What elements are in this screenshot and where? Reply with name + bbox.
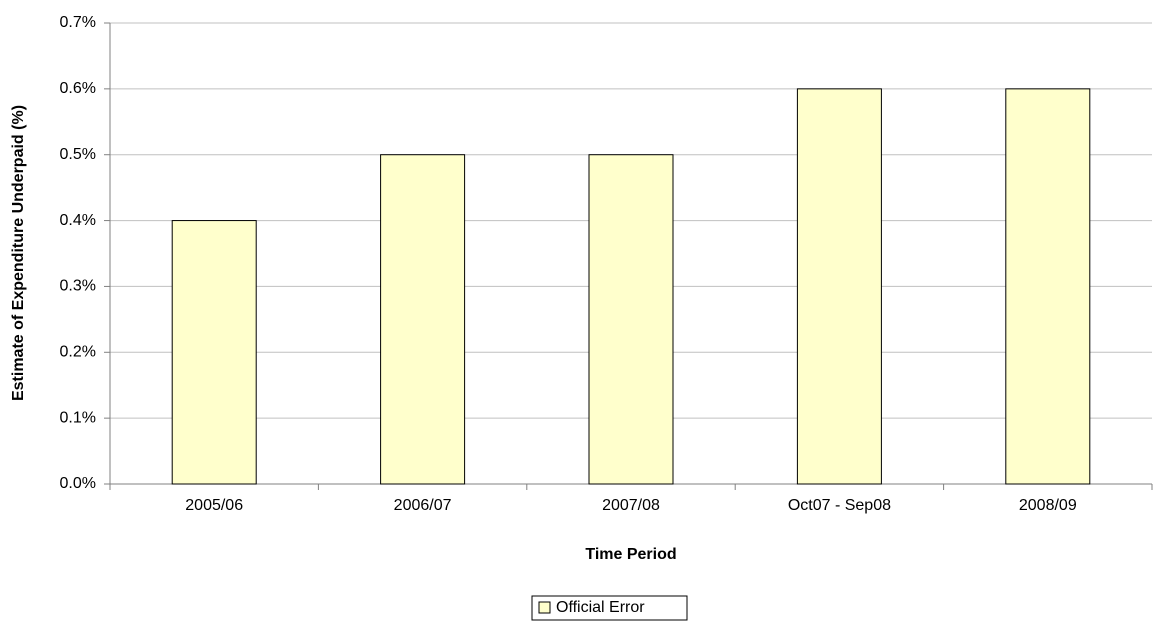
x-tick-label: 2007/08 xyxy=(602,497,660,514)
x-tick-label: 2008/09 xyxy=(1019,497,1077,514)
legend-label: Official Error xyxy=(556,599,645,616)
bar xyxy=(796,88,882,485)
bar xyxy=(1005,88,1091,485)
legend-box xyxy=(531,595,688,621)
y-tick-label: 0.0% xyxy=(60,475,96,492)
bar xyxy=(588,154,674,485)
y-tick-label: 0.3% xyxy=(60,278,96,295)
y-tick-label: 0.4% xyxy=(60,212,96,229)
legend-swatch xyxy=(538,601,551,614)
bar xyxy=(171,220,257,485)
x-axis-title: Time Period xyxy=(585,546,676,563)
y-tick-label: 0.1% xyxy=(60,409,96,426)
y-axis-title: Estimate of Expenditure Underpaid (%) xyxy=(10,105,27,401)
y-tick-label: 0.5% xyxy=(60,146,96,163)
y-tick-label: 0.6% xyxy=(60,80,96,97)
y-tick-label: 0.7% xyxy=(60,14,96,31)
y-tick-label: 0.2% xyxy=(60,344,96,361)
bar xyxy=(380,154,466,485)
x-tick-label: Oct07 - Sep08 xyxy=(788,497,891,514)
x-tick-label: 2005/06 xyxy=(185,497,243,514)
x-tick-label: 2006/07 xyxy=(394,497,452,514)
